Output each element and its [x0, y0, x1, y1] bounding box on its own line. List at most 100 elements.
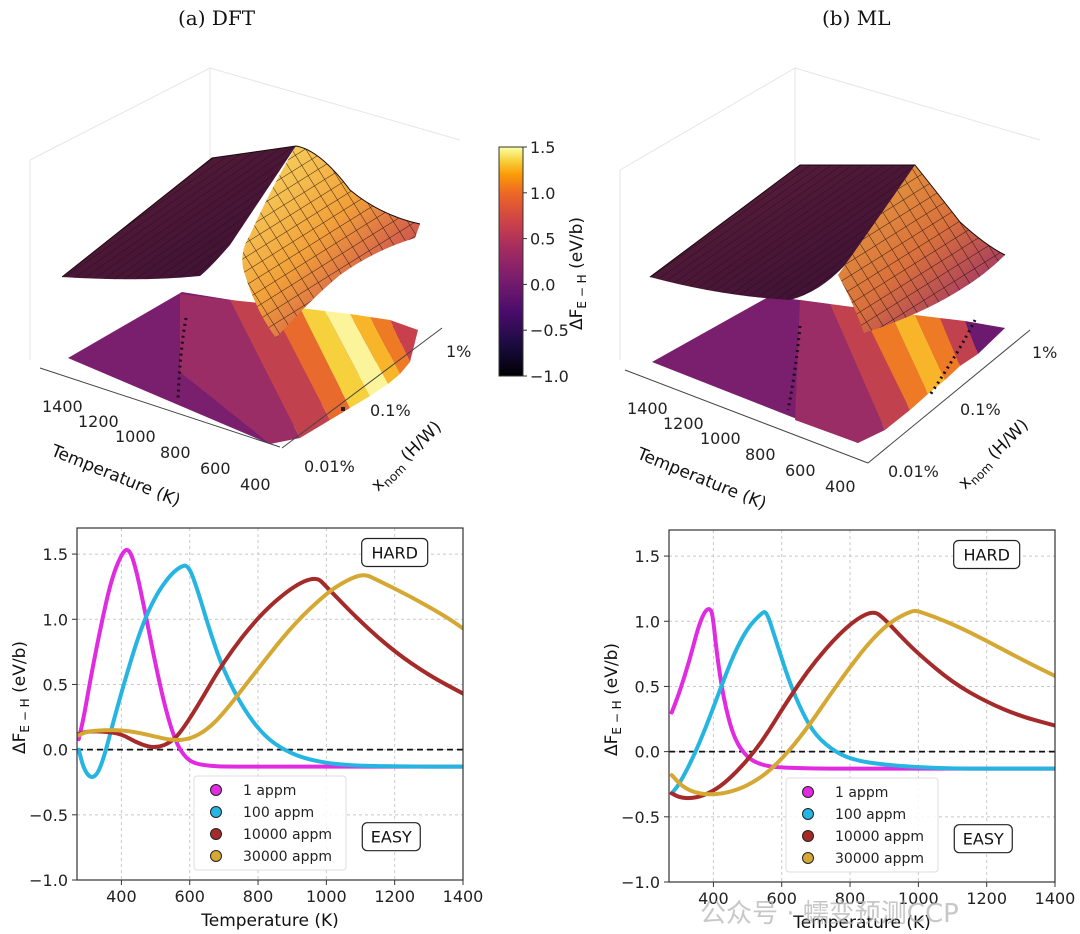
xtick-label-a: 1000	[306, 887, 347, 906]
line-plot-a: 400 600 800 1000 1200 1400 −1.0 −0.5 0.0 0.5 1.0 1.…	[10, 527, 484, 931]
colorbar-tick-label: −0.5	[530, 321, 569, 340]
ytick-a-1: 1%	[446, 342, 471, 361]
legend-label: 30000 appm	[835, 851, 924, 867]
surface-mesh-b	[649, 164, 1006, 333]
legend-label: 100 appm	[835, 807, 906, 823]
legend-marker	[802, 852, 814, 864]
colorbar-tick-label: 1.5	[530, 138, 555, 157]
hard-annotation: HARD	[371, 543, 417, 562]
colorbar-tick-label: 0.5	[530, 230, 555, 249]
xtick-b-600: 600	[785, 461, 816, 480]
panel-title-b: (b) ML	[822, 6, 891, 30]
xtick-label-b: 600	[766, 889, 797, 908]
ytick-label-a: 1.5	[43, 545, 68, 564]
xtick-b-400: 400	[825, 477, 856, 496]
legend-marker	[802, 830, 814, 842]
panel-title-a: (a) DFT	[178, 6, 256, 30]
ytick-label-b: −0.5	[621, 808, 660, 827]
xtick-label-b: 1000	[898, 889, 939, 908]
xtick-a-400: 400	[240, 475, 271, 494]
xtick-label-a: 600	[174, 887, 205, 906]
easy-annotation: EASY	[371, 828, 412, 847]
ytick-b-0.1: 0.1%	[960, 400, 1001, 419]
ytick-label-a: −1.0	[29, 871, 68, 890]
ytick-label-b: 0.0	[635, 743, 660, 762]
series-line-100-appm	[77, 563, 463, 779]
legend-label: 10000 appm	[243, 827, 332, 843]
colorbar-gradient	[498, 146, 524, 377]
xtick-a-600: 600	[200, 459, 231, 478]
zero-contour-b1	[786, 325, 802, 411]
ytick-label-b: −1.0	[621, 873, 660, 892]
series-line-100-appm	[669, 610, 1055, 796]
series-line-10000-appm	[77, 576, 463, 750]
series-line-10000-appm	[669, 610, 1055, 801]
xtick-a-800: 800	[160, 443, 191, 462]
legend-box	[785, 777, 939, 873]
ytick-label-b: 1.0	[635, 612, 660, 631]
colorbar: 1.5 1.0 0.5 0.0 −0.5 −1.0 ΔFE − H (eV/b)	[498, 138, 589, 386]
ytick-label-b: 0.5	[635, 677, 660, 696]
zero-contour-a	[176, 317, 188, 401]
ytick-a-0.1: 0.1%	[370, 401, 411, 420]
floor-contour-b	[652, 296, 1005, 443]
ytick-a-0.01: 0.01%	[304, 457, 355, 476]
ytick-label-a: 0.5	[43, 675, 68, 694]
legend-marker	[210, 828, 222, 840]
xtick-label-a: 800	[243, 887, 274, 906]
easy-annotation: EASY	[963, 830, 1004, 849]
xtick-label-a: 400	[106, 887, 137, 906]
xtick-b-1000: 1000	[700, 429, 741, 448]
xtick-label-a: 1200	[374, 887, 415, 906]
hard-annotation: HARD	[963, 545, 1009, 564]
legend-label: 1 appm	[243, 783, 296, 799]
legend-marker	[210, 850, 222, 862]
xlabel-b: Temperature (K)	[792, 913, 931, 933]
hard-annotation-box	[953, 539, 1021, 570]
series-line-1-appm	[669, 607, 1055, 771]
easy-annotation-box	[953, 824, 1013, 854]
legend-marker	[802, 808, 814, 820]
legend-label: 100 appm	[243, 805, 314, 821]
line-plot-b: 400 600 800 1000 1200 1400 −1.0 −0.5 0.0 0.5 1.0 1.…	[602, 529, 1076, 933]
xtick-label-b: 800	[835, 889, 866, 908]
legend-label: 1 appm	[835, 785, 888, 801]
legend-label: 30000 appm	[243, 849, 332, 865]
zero-contour-b2	[928, 319, 977, 396]
ylabel-3d-a: xnom (H/W)	[367, 417, 447, 497]
xtick-a-1200: 1200	[78, 412, 119, 431]
axes-frame	[668, 529, 1056, 883]
legend-label: 10000 appm	[835, 829, 924, 845]
surface-plot-a: 1400 1200 1000 800 600 400 Temperature (…	[29, 67, 471, 511]
xtick-a-1400: 1400	[42, 397, 83, 416]
ytick-b-1: 1%	[1032, 343, 1057, 362]
ytick-label-a: 0.0	[43, 741, 68, 760]
xtick-b-1400: 1400	[627, 399, 668, 418]
xtick-b-1200: 1200	[663, 414, 704, 433]
legend-box	[193, 775, 347, 871]
ytick-b-0.01: 0.01%	[888, 462, 939, 481]
ylabel-b: ΔFE − H (eV/b)	[602, 643, 624, 756]
ytick-label-a: −0.5	[29, 806, 68, 825]
watermark: 公众号 · 蠕变预测CCP	[700, 899, 959, 929]
xtick-label-a: 1400	[443, 887, 484, 906]
series-line-1-appm	[77, 547, 463, 769]
xtick-label-b: 1400	[1035, 889, 1076, 908]
surface-plot-b: 1400 1200 1000 800 600 400 Temperature (…	[619, 67, 1057, 514]
series-line-30000-appm	[669, 608, 1055, 797]
hard-annotation-box	[361, 537, 429, 568]
ytick-label-a: 1.0	[43, 610, 68, 629]
colorbar-tick-label: −1.0	[530, 367, 569, 386]
legend-marker	[210, 806, 222, 818]
ylabel-3d-b: xnom (H/W)	[954, 415, 1034, 495]
xlabel-a: Temperature (K)	[200, 911, 339, 931]
axes-frame	[76, 527, 464, 881]
legend-marker	[210, 784, 222, 796]
colorbar-label: ΔFE − H (eV/b)	[567, 217, 589, 330]
colorbar-tick-label: 0.0	[530, 275, 555, 294]
surface-mesh-a	[61, 145, 421, 338]
xtick-a-1000: 1000	[115, 427, 156, 446]
series-line-30000-appm	[77, 573, 463, 743]
xtick-label-b: 1200	[966, 889, 1007, 908]
